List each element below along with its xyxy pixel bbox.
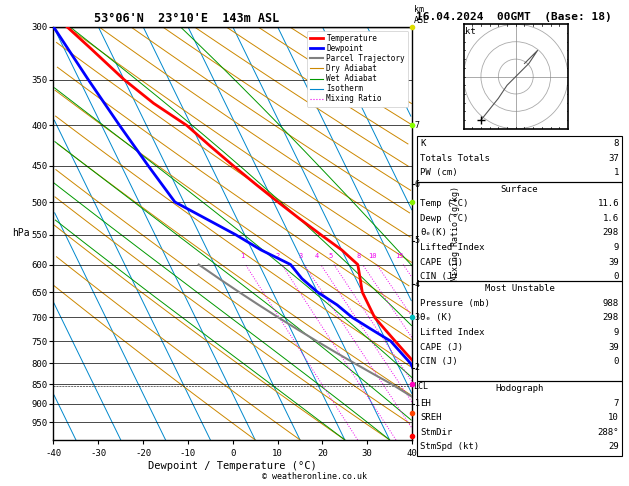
Text: 2: 2 bbox=[276, 253, 280, 259]
Text: 37: 37 bbox=[608, 154, 619, 163]
Text: 9: 9 bbox=[613, 243, 619, 252]
Text: 10: 10 bbox=[608, 413, 619, 422]
Text: 3: 3 bbox=[298, 253, 303, 259]
Text: Dewp (°C): Dewp (°C) bbox=[420, 214, 469, 223]
Text: Pressure (mb): Pressure (mb) bbox=[420, 299, 490, 308]
Text: EH: EH bbox=[420, 399, 431, 408]
Text: 6: 6 bbox=[415, 180, 420, 189]
Legend: Temperature, Dewpoint, Parcel Trajectory, Dry Adiabat, Wet Adiabat, Isotherm, Mi: Temperature, Dewpoint, Parcel Trajectory… bbox=[306, 31, 408, 106]
Text: 11.6: 11.6 bbox=[598, 199, 619, 208]
Text: StmSpd (kt): StmSpd (kt) bbox=[420, 442, 479, 451]
Text: 4: 4 bbox=[415, 279, 420, 289]
Text: 7: 7 bbox=[415, 121, 420, 130]
Text: hPa: hPa bbox=[13, 228, 30, 238]
Text: 1: 1 bbox=[613, 168, 619, 177]
Text: 9: 9 bbox=[613, 328, 619, 337]
Text: 1: 1 bbox=[240, 253, 244, 259]
Text: Lifted Index: Lifted Index bbox=[420, 328, 485, 337]
Text: Surface: Surface bbox=[501, 185, 538, 194]
Text: 5: 5 bbox=[328, 253, 332, 259]
Text: 0: 0 bbox=[613, 272, 619, 281]
Text: 53°06'N  23°10'E  143m ASL: 53°06'N 23°10'E 143m ASL bbox=[94, 12, 280, 25]
Text: 10: 10 bbox=[369, 253, 377, 259]
Text: CIN (J): CIN (J) bbox=[420, 272, 458, 281]
Text: θₑ(K): θₑ(K) bbox=[420, 228, 447, 238]
X-axis label: Dewpoint / Temperature (°C): Dewpoint / Temperature (°C) bbox=[148, 461, 317, 470]
Text: CAPE (J): CAPE (J) bbox=[420, 343, 463, 352]
Text: 8: 8 bbox=[357, 253, 361, 259]
Text: SREH: SREH bbox=[420, 413, 442, 422]
Text: 298: 298 bbox=[603, 228, 619, 238]
Text: 39: 39 bbox=[608, 343, 619, 352]
Text: 3: 3 bbox=[415, 313, 420, 322]
Text: 7: 7 bbox=[613, 399, 619, 408]
Text: kt: kt bbox=[465, 27, 476, 36]
Text: 288°: 288° bbox=[598, 428, 619, 437]
Text: 1.6: 1.6 bbox=[603, 214, 619, 223]
Text: km
ASL: km ASL bbox=[414, 5, 429, 25]
Text: CIN (J): CIN (J) bbox=[420, 357, 458, 366]
Text: Lifted Index: Lifted Index bbox=[420, 243, 485, 252]
Text: 15: 15 bbox=[395, 253, 403, 259]
Text: Hodograph: Hodograph bbox=[496, 384, 543, 393]
Text: 29: 29 bbox=[608, 442, 619, 451]
Text: 0: 0 bbox=[613, 357, 619, 366]
Text: Temp (°C): Temp (°C) bbox=[420, 199, 469, 208]
Text: CAPE (J): CAPE (J) bbox=[420, 258, 463, 267]
Text: StmDir: StmDir bbox=[420, 428, 452, 437]
Text: Most Unstable: Most Unstable bbox=[484, 284, 555, 294]
Text: 4: 4 bbox=[315, 253, 319, 259]
Text: 16.04.2024  00GMT  (Base: 18): 16.04.2024 00GMT (Base: 18) bbox=[416, 12, 612, 22]
Text: Mixing Ratio (g/kg): Mixing Ratio (g/kg) bbox=[450, 186, 460, 281]
Text: 1: 1 bbox=[415, 399, 420, 408]
Text: PW (cm): PW (cm) bbox=[420, 168, 458, 177]
Text: © weatheronline.co.uk: © weatheronline.co.uk bbox=[262, 472, 367, 481]
Text: 298: 298 bbox=[603, 313, 619, 323]
Text: θₑ (K): θₑ (K) bbox=[420, 313, 452, 323]
Text: LCL: LCL bbox=[413, 382, 428, 391]
Text: K: K bbox=[420, 139, 426, 148]
Text: 8: 8 bbox=[613, 139, 619, 148]
Text: Totals Totals: Totals Totals bbox=[420, 154, 490, 163]
Text: 2: 2 bbox=[415, 363, 420, 372]
Text: 5: 5 bbox=[415, 236, 420, 245]
Text: 39: 39 bbox=[608, 258, 619, 267]
Text: 988: 988 bbox=[603, 299, 619, 308]
